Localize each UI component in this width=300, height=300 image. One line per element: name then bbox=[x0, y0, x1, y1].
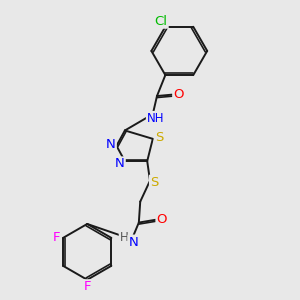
Text: F: F bbox=[52, 231, 60, 244]
Text: O: O bbox=[173, 88, 184, 101]
Text: N: N bbox=[115, 158, 125, 170]
Text: NH: NH bbox=[147, 112, 164, 125]
Text: N: N bbox=[106, 138, 116, 151]
Text: F: F bbox=[83, 280, 91, 293]
Text: S: S bbox=[155, 131, 163, 144]
Text: N: N bbox=[128, 236, 138, 249]
Text: H: H bbox=[120, 231, 128, 244]
Text: S: S bbox=[150, 176, 158, 189]
Text: O: O bbox=[157, 213, 167, 226]
Text: Cl: Cl bbox=[155, 15, 168, 28]
